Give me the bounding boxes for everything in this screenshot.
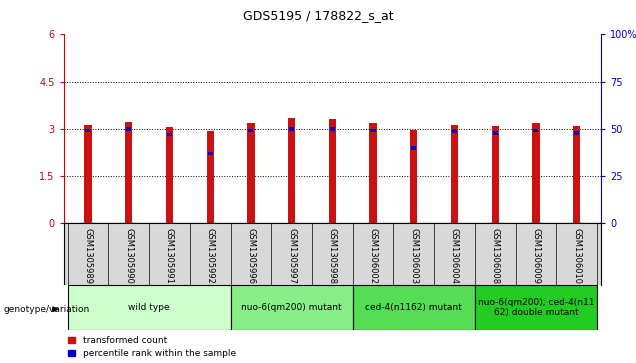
Bar <box>207 131 214 223</box>
Bar <box>289 127 294 131</box>
Text: GSM1305996: GSM1305996 <box>246 228 256 284</box>
Bar <box>370 123 377 223</box>
Text: GSM1306008: GSM1306008 <box>490 228 500 284</box>
Bar <box>125 122 132 223</box>
Text: GSM1305998: GSM1305998 <box>328 228 337 284</box>
Text: GSM1306003: GSM1306003 <box>409 228 418 284</box>
Text: nuo-6(qm200) mutant: nuo-6(qm200) mutant <box>241 303 342 312</box>
Bar <box>370 129 376 132</box>
Bar <box>207 151 212 155</box>
Text: GSM1305990: GSM1305990 <box>124 228 133 284</box>
Text: GSM1306010: GSM1306010 <box>572 228 581 284</box>
Text: GDS5195 / 178822_s_at: GDS5195 / 178822_s_at <box>243 9 393 22</box>
Text: GSM1305989: GSM1305989 <box>83 228 92 284</box>
Bar <box>166 127 173 223</box>
Text: GSM1306002: GSM1306002 <box>368 228 378 284</box>
Text: nuo-6(qm200); ced-4(n11
62) double mutant: nuo-6(qm200); ced-4(n11 62) double mutan… <box>478 298 594 317</box>
Bar <box>288 118 295 223</box>
Bar <box>534 129 539 132</box>
Text: wild type: wild type <box>128 303 170 312</box>
Bar <box>247 123 254 223</box>
Bar <box>452 130 457 133</box>
Text: GSM1306004: GSM1306004 <box>450 228 459 284</box>
Legend: transformed count, percentile rank within the sample: transformed count, percentile rank withi… <box>68 336 236 359</box>
Bar <box>85 129 90 132</box>
Bar <box>126 127 131 131</box>
Bar <box>574 131 579 135</box>
Bar <box>230 285 353 330</box>
Text: GSM1305997: GSM1305997 <box>287 228 296 284</box>
Bar <box>329 127 335 131</box>
Bar <box>67 285 230 330</box>
Bar <box>353 285 475 330</box>
Bar <box>532 123 539 223</box>
Bar <box>248 129 254 132</box>
Bar <box>493 131 498 135</box>
Text: GSM1305992: GSM1305992 <box>205 228 215 284</box>
Text: genotype/variation: genotype/variation <box>3 305 90 314</box>
Bar <box>167 132 172 136</box>
Bar <box>451 125 458 223</box>
Text: GSM1306009: GSM1306009 <box>532 228 541 284</box>
Bar <box>411 146 417 150</box>
Bar <box>475 285 597 330</box>
Bar <box>329 119 336 223</box>
Bar <box>492 126 499 223</box>
Bar <box>410 130 417 223</box>
Text: GSM1305991: GSM1305991 <box>165 228 174 284</box>
Bar <box>573 126 580 223</box>
Bar <box>85 125 92 223</box>
Text: ced-4(n1162) mutant: ced-4(n1162) mutant <box>365 303 462 312</box>
